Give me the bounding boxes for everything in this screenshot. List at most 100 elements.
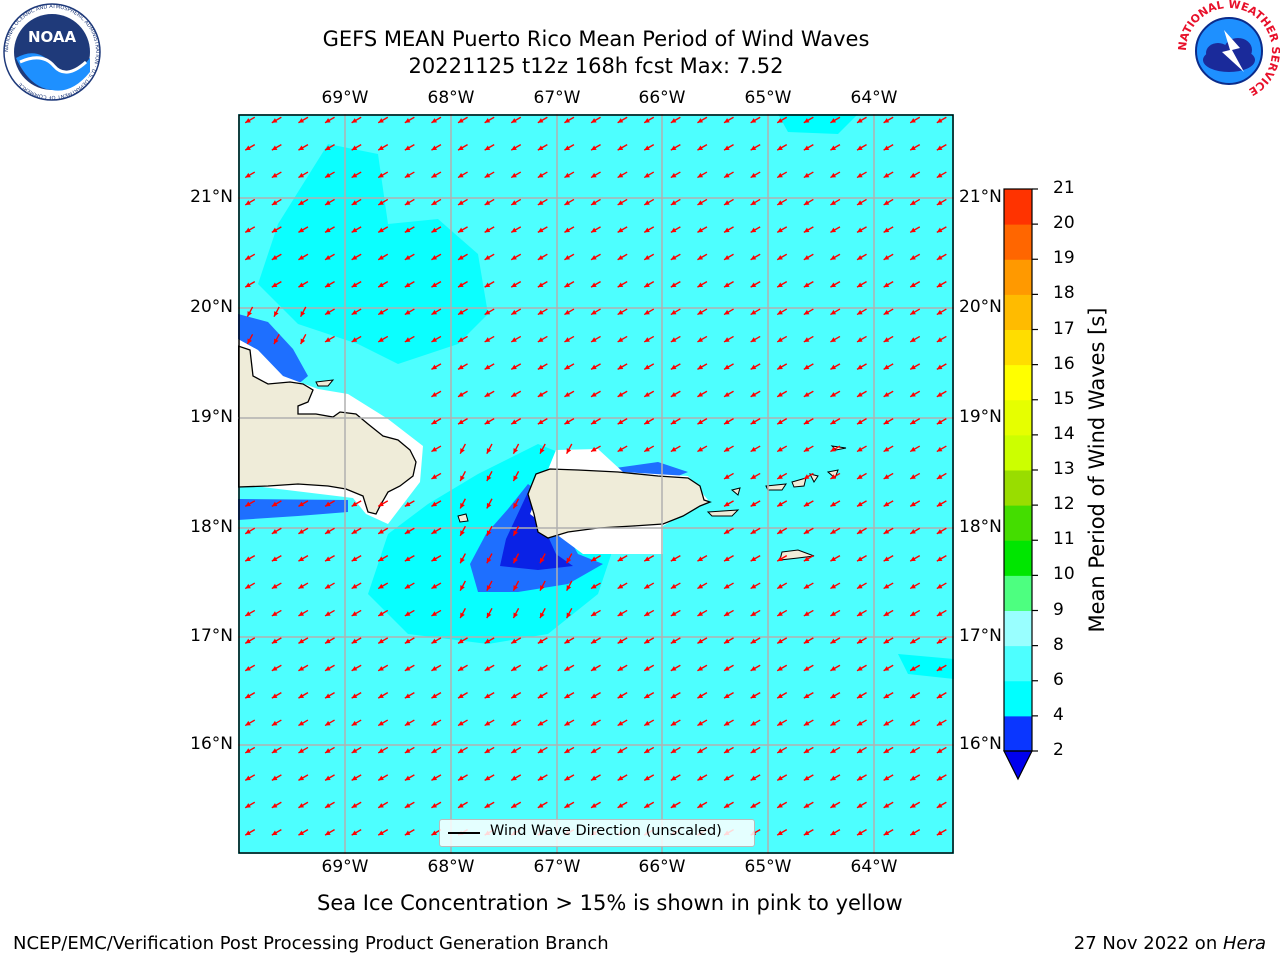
wind-wave-arrow xyxy=(324,801,335,809)
wind-wave-arrow xyxy=(697,308,708,316)
wind-wave-arrow xyxy=(484,774,495,781)
wind-wave-arrow xyxy=(750,500,761,507)
wind-wave-arrow xyxy=(377,609,389,617)
wind-wave-arrow xyxy=(936,664,947,672)
wind-wave-arrow xyxy=(351,198,362,206)
colorbar-bin xyxy=(1004,364,1032,401)
wind-wave-arrow xyxy=(351,801,362,809)
wind-wave-arrow xyxy=(697,774,708,781)
wind-wave-arrow xyxy=(564,637,575,644)
wind-wave-arrow xyxy=(564,144,575,151)
wind-wave-arrow xyxy=(431,198,442,206)
wind-wave-arrow xyxy=(643,253,655,261)
wind-wave-arrow xyxy=(697,445,708,453)
wind-wave-arrow xyxy=(723,335,734,343)
wind-wave-arrow xyxy=(670,609,681,617)
wind-wave-arrow xyxy=(723,637,734,644)
wind-wave-arrow xyxy=(776,719,788,727)
wind-wave-arrow xyxy=(830,609,841,617)
wind-wave-arrow xyxy=(723,555,734,562)
wind-wave-arrow xyxy=(617,335,628,343)
wind-wave-arrow xyxy=(617,637,628,644)
wind-wave-arrow xyxy=(351,253,362,261)
wind-wave-arrow xyxy=(377,692,389,699)
wind-wave-arrow xyxy=(537,281,548,288)
wind-wave-arrow xyxy=(486,525,493,537)
wind-wave-arrow xyxy=(298,500,309,507)
wind-wave-arrow xyxy=(351,774,362,781)
wind-wave-arrow xyxy=(750,253,761,261)
wind-wave-arrow xyxy=(936,363,947,370)
wind-wave-arrow xyxy=(244,719,256,727)
wind-wave-arrow xyxy=(936,555,947,562)
wind-wave-arrow xyxy=(244,555,256,562)
wind-wave-arrow xyxy=(510,253,522,261)
footer-branch: NCEP/EMC/Verification Post Processing Pr… xyxy=(13,933,609,954)
wind-wave-arrow xyxy=(351,144,362,151)
legend-line-swatch xyxy=(448,832,480,834)
wind-wave-arrow xyxy=(936,637,947,644)
wind-wave-arrow xyxy=(776,774,788,781)
wind-wave-arrow xyxy=(803,472,814,480)
wind-wave-arrow xyxy=(750,308,761,316)
wind-wave-arrow xyxy=(271,829,282,836)
wind-wave-arrow xyxy=(324,116,335,124)
wind-wave-arrow xyxy=(776,472,788,480)
wind-wave-arrow xyxy=(537,664,548,672)
wind-wave-arrow xyxy=(909,829,921,836)
wind-wave-arrow xyxy=(936,774,947,781)
wind-wave-arrow xyxy=(484,390,495,398)
tortuga-island xyxy=(315,379,335,387)
wind-wave-arrow xyxy=(377,719,389,727)
wind-wave-arrow xyxy=(936,390,947,398)
wind-wave-arrow xyxy=(271,500,282,507)
wind-wave-arrow xyxy=(670,582,681,590)
wind-wave-arrow xyxy=(404,637,415,644)
vieques-island xyxy=(706,509,740,517)
wind-wave-arrow xyxy=(324,226,335,233)
wind-wave-arrow xyxy=(670,308,681,316)
wind-wave-arrow xyxy=(856,198,867,206)
wind-wave-arrow xyxy=(298,664,309,672)
wind-wave-arrow xyxy=(830,801,841,809)
wind-wave-arrow xyxy=(244,116,256,124)
wind-wave-arrow xyxy=(271,116,282,124)
wind-wave-arrow xyxy=(909,801,921,809)
wind-wave-arrow xyxy=(856,445,867,453)
vector-legend: Wind Wave Direction (unscaled) xyxy=(439,819,755,847)
wind-wave-arrow xyxy=(564,774,575,781)
wind-wave-arrow xyxy=(723,418,734,425)
wind-wave-arrow xyxy=(377,664,389,672)
wind-wave-arrow xyxy=(909,555,921,562)
wind-wave-arrow xyxy=(830,445,841,453)
wind-wave-arrow xyxy=(564,281,575,288)
wind-wave-arrow xyxy=(803,746,814,754)
wind-wave-arrow xyxy=(723,527,734,535)
wind-wave-arrow xyxy=(512,580,520,591)
wind-wave-arrow xyxy=(723,609,734,617)
wind-wave-arrow xyxy=(803,253,814,261)
wind-wave-arrow xyxy=(404,774,415,781)
period-patch-4 xyxy=(238,314,308,386)
wind-wave-arrow xyxy=(723,746,734,754)
wind-wave-arrow xyxy=(431,774,442,781)
wind-wave-arrow xyxy=(457,308,468,316)
wind-wave-arrow xyxy=(298,719,309,727)
wind-wave-arrow xyxy=(457,281,468,288)
wind-wave-arrow xyxy=(936,116,947,124)
wind-wave-arrow xyxy=(936,609,947,617)
wind-wave-arrow xyxy=(909,664,921,672)
wind-wave-arrow xyxy=(670,116,681,124)
wind-wave-arrow xyxy=(750,390,761,398)
wind-wave-arrow xyxy=(351,226,362,233)
wind-wave-arrow xyxy=(512,525,520,537)
wind-wave-arrow xyxy=(750,692,761,699)
wind-wave-arrow xyxy=(830,198,841,206)
wind-wave-arrow xyxy=(723,774,734,781)
wind-wave-arrow xyxy=(298,198,309,206)
axis-tick-label: 64°W xyxy=(850,88,898,108)
wind-wave-arrow xyxy=(776,692,788,699)
wind-wave-arrow xyxy=(750,281,761,288)
wind-wave-arrow xyxy=(537,801,548,809)
wind-wave-arrow xyxy=(564,253,575,261)
